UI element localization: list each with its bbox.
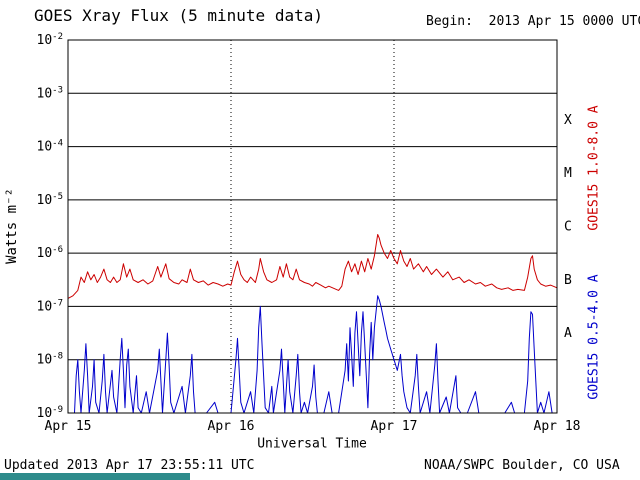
flare-class-label: X [564, 113, 572, 128]
y-tick-label: 10-2 [37, 32, 64, 48]
y-tick-label: 10-4 [37, 139, 64, 155]
page-title: GOES Xray Flux (5 minute data) [34, 6, 323, 25]
y-tick-label: 10-7 [37, 298, 64, 314]
flare-class-label: A [564, 326, 572, 341]
flare-class-label: B [564, 273, 572, 288]
x-tick-label: Apr 16 [208, 419, 255, 434]
bottom-bar [0, 473, 190, 480]
plot-border [67, 39, 558, 414]
x-tick-label: Apr 18 [534, 419, 581, 434]
long-channel-line [67, 234, 558, 299]
flare-class-label: C [564, 220, 572, 235]
x-tick-label: Apr 15 [45, 419, 92, 434]
legend-short-channel: GOES15 0.5-4.0 A [586, 274, 602, 400]
flare-class-label: M [564, 166, 572, 181]
updated-timestamp: Updated 2013 Apr 17 23:55:11 UTC [4, 458, 255, 473]
x-axis-title: Universal Time [257, 436, 367, 452]
x-tick-label: Apr 17 [371, 419, 418, 434]
source-attribution: NOAA/SWPC Boulder, CO USA [424, 458, 620, 473]
y-tick-label: 10-5 [37, 192, 64, 208]
y-tick-label: 10-8 [37, 352, 64, 368]
legend-long-channel: GOES15 1.0-8.0 A [586, 105, 602, 231]
y-tick-label: 10-3 [37, 85, 64, 101]
short-channel-line [68, 295, 557, 414]
begin-time-label: Begin: 2013 Apr 15 0000 UTC [426, 14, 640, 29]
y-tick-label: 10-6 [37, 245, 64, 261]
